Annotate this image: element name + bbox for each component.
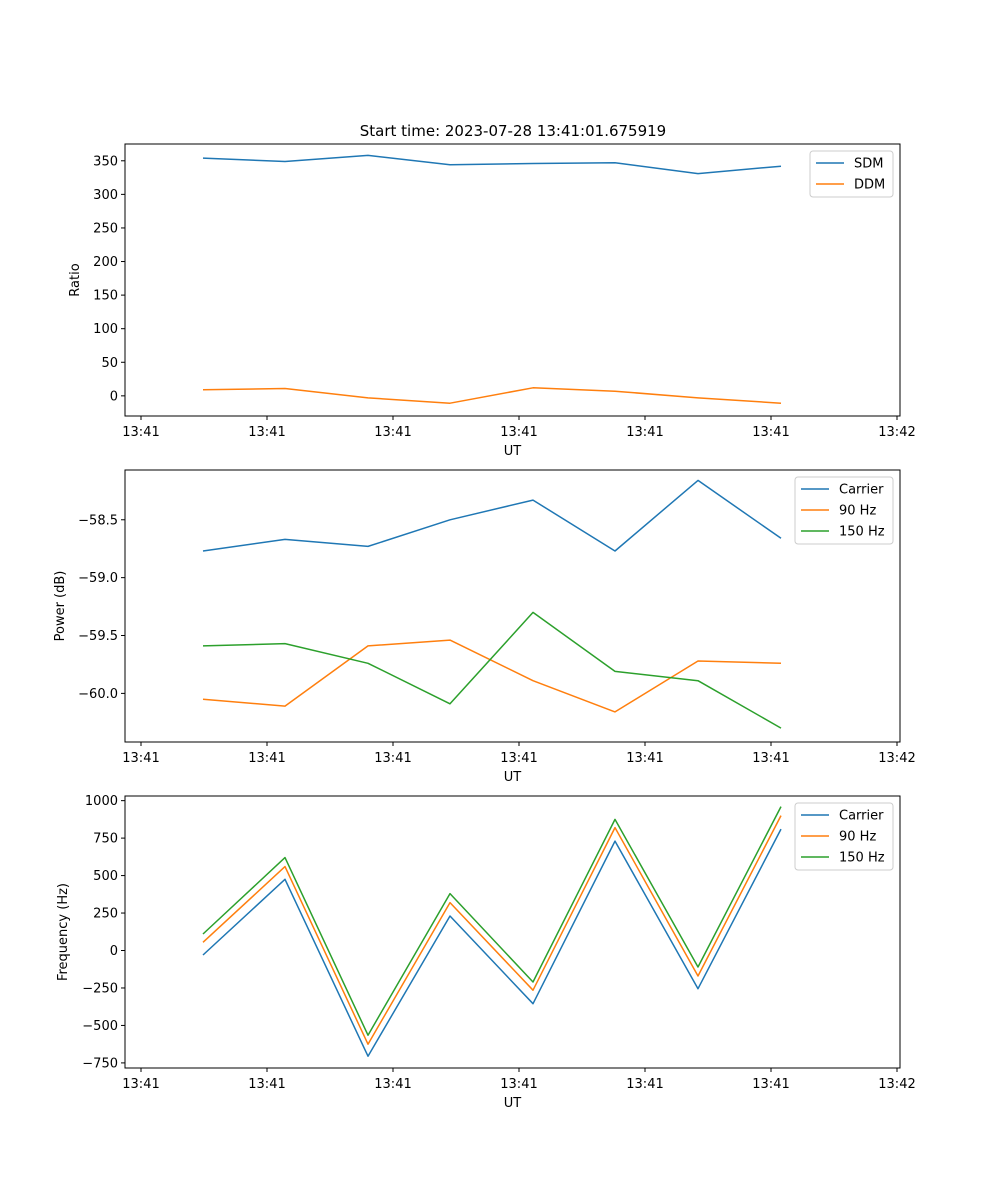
y-axis-label: Power (dB) bbox=[53, 571, 68, 642]
x-tick-label: 13:41 bbox=[248, 425, 285, 440]
series-line-150-hz bbox=[202, 806, 782, 1036]
x-tick-label: 13:41 bbox=[248, 751, 285, 766]
y-tick-label: −59.5 bbox=[78, 629, 118, 644]
y-tick-label: 500 bbox=[93, 869, 118, 884]
series-line-ddm bbox=[202, 387, 782, 404]
x-tick-label: 13:41 bbox=[122, 1077, 159, 1092]
legend-box bbox=[794, 476, 894, 545]
x-tick-label: 13:41 bbox=[500, 751, 537, 766]
x-axis-label: UT bbox=[504, 444, 522, 459]
y-tick-label: −750 bbox=[82, 1056, 118, 1071]
panel-1: 13:41 13:41 13:41 13:41 13:41 13:41 13:42 0 50 10… bbox=[68, 143, 916, 459]
series-line-150-hz bbox=[202, 611, 782, 729]
x-tick-label: 13:41 bbox=[626, 425, 663, 440]
y-tick-label: 750 bbox=[93, 832, 118, 847]
axes-frame bbox=[124, 143, 901, 417]
series-line-carrier bbox=[202, 479, 782, 552]
x-tick-label: 13:41 bbox=[122, 425, 159, 440]
panel-3: 13:41 13:41 13:41 13:41 13:41 13:41 13:42 1000 7… bbox=[56, 794, 916, 1111]
legend-label: Carrier bbox=[839, 483, 884, 498]
x-tick-label: 13:41 bbox=[374, 1077, 411, 1092]
x-tick-label: 13:41 bbox=[248, 1077, 285, 1092]
y-tick-label: 0 bbox=[110, 944, 118, 959]
x-tick-label: 13:42 bbox=[878, 1077, 915, 1092]
y-tick-label: 100 bbox=[93, 322, 118, 337]
x-tick-label: 13:41 bbox=[374, 751, 411, 766]
x-tick-label: 13:42 bbox=[878, 425, 915, 440]
x-tick-label: 13:41 bbox=[752, 425, 789, 440]
y-tick-label: 1000 bbox=[85, 794, 118, 809]
legend-label: Carrier bbox=[839, 809, 884, 824]
legend-label: 150 Hz bbox=[839, 525, 885, 540]
y-tick-label: −58.5 bbox=[78, 513, 118, 528]
x-tick-label: 13:41 bbox=[752, 1077, 789, 1092]
x-axis-label: UT bbox=[504, 770, 522, 785]
x-tick-label: 13:41 bbox=[626, 1077, 663, 1092]
series-line-carrier bbox=[202, 828, 782, 1057]
legend-label: 90 Hz bbox=[839, 830, 876, 845]
legend-label: SDM bbox=[854, 157, 883, 172]
x-tick-label: 13:41 bbox=[374, 425, 411, 440]
y-axis-label: Ratio bbox=[68, 263, 83, 296]
x-axis-label: UT bbox=[504, 1096, 522, 1111]
panel-2: 13:41 13:41 13:41 13:41 13:41 13:41 13:42 −58.5… bbox=[53, 469, 916, 785]
y-tick-label: 250 bbox=[93, 221, 118, 236]
legend-label: DDM bbox=[854, 178, 885, 193]
axes-frame bbox=[124, 795, 901, 1069]
plots: 13:41 13:41 13:41 13:41 13:41 13:41 13:42 0 50 10… bbox=[53, 143, 916, 1111]
legend-label: 90 Hz bbox=[839, 504, 876, 519]
legend-label: 150 Hz bbox=[839, 851, 885, 866]
y-axis-label: Frequency (Hz) bbox=[56, 883, 71, 981]
x-tick-label: 13:41 bbox=[752, 751, 789, 766]
y-tick-label: 50 bbox=[101, 356, 118, 371]
series-line-sdm bbox=[202, 154, 782, 175]
y-tick-label: 0 bbox=[110, 389, 118, 404]
y-tick-label: −500 bbox=[82, 1019, 118, 1034]
axes-frame bbox=[124, 469, 901, 743]
y-tick-label: 300 bbox=[93, 188, 118, 203]
x-tick-label: 13:41 bbox=[626, 751, 663, 766]
series-line-90-hz bbox=[202, 815, 782, 1045]
x-tick-label: 13:41 bbox=[500, 425, 537, 440]
y-tick-label: 250 bbox=[93, 907, 118, 922]
y-tick-label: 150 bbox=[93, 289, 118, 304]
y-tick-label: 200 bbox=[93, 255, 118, 270]
y-tick-label: −60.0 bbox=[78, 687, 118, 702]
y-tick-label: −250 bbox=[82, 981, 118, 996]
chart-title: Start time: 2023-07-28 13:41:01.675919 bbox=[360, 122, 666, 140]
x-tick-label: 13:41 bbox=[500, 1077, 537, 1092]
series-line-90-hz bbox=[202, 639, 782, 713]
y-tick-label: 350 bbox=[93, 154, 118, 169]
x-tick-label: 13:41 bbox=[122, 751, 159, 766]
legend-box bbox=[794, 802, 894, 871]
x-tick-label: 13:42 bbox=[878, 751, 915, 766]
y-tick-label: −59.0 bbox=[78, 571, 118, 586]
